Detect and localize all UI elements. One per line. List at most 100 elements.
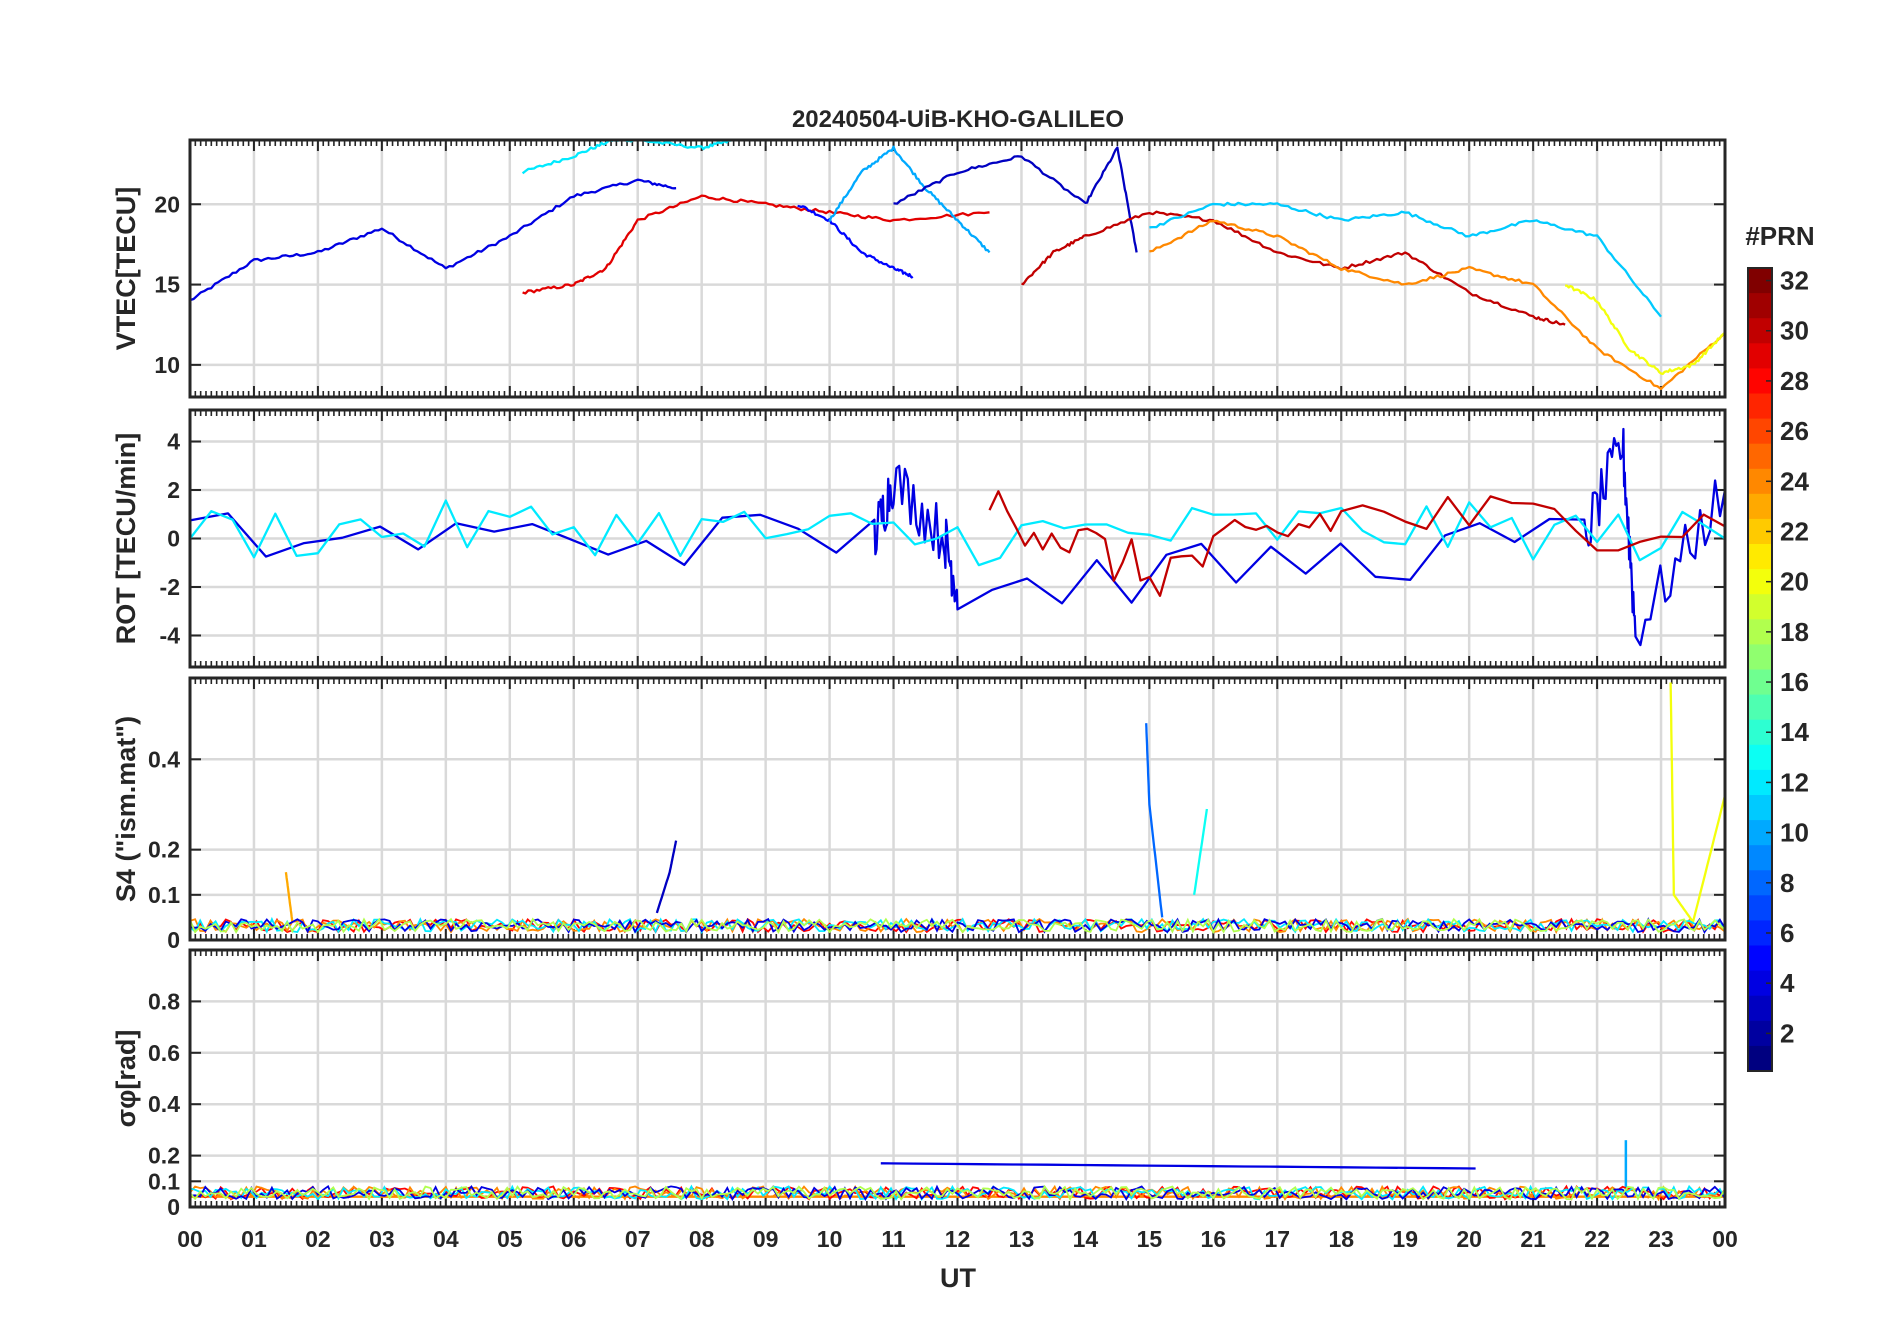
x-tick-label: 17	[1264, 1226, 1290, 1252]
chart-title: 20240504-UiB-KHO-GALILEO	[792, 106, 1124, 133]
colorbar-tick-label: 24	[1780, 466, 1809, 496]
panel-sigphi: 00.10.2 0.4 0.6 0.8 σφ[rad]	[111, 948, 1727, 1220]
axes-box	[188, 138, 1727, 399]
colorbar-swatch	[1748, 1045, 1772, 1072]
y-tick-label: -2	[160, 574, 180, 600]
colorbar-tick-label: 12	[1780, 767, 1809, 797]
colorbar-tick-label: 32	[1780, 266, 1809, 296]
x-tick-label: 19	[1392, 1226, 1418, 1252]
colorbar-tick-label: 20	[1780, 567, 1809, 597]
y-tick-label: -4	[160, 622, 181, 648]
background-trace-prn-18	[189, 1184, 1726, 1202]
x-tick-label: 03	[369, 1226, 395, 1252]
x-tick-label: 06	[561, 1226, 587, 1252]
background-trace-prn-18	[189, 917, 1726, 935]
y-tick-label: 2	[167, 477, 180, 503]
y-tick-label: 0.4	[148, 746, 180, 772]
series-group	[189, 682, 1727, 935]
x-tick-label: 07	[625, 1226, 651, 1252]
y-tick-label: 4	[167, 429, 180, 455]
colorbar-swatch	[1748, 594, 1772, 620]
x-axis-label: UT	[940, 1263, 976, 1293]
colorbar-tick-label: 6	[1780, 918, 1794, 948]
colorbar-swatch	[1748, 343, 1772, 369]
x-tick-label: 13	[1009, 1226, 1035, 1252]
colorbar-swatch	[1748, 795, 1772, 821]
x-tick-label: 20	[1456, 1226, 1482, 1252]
series-prn-11	[1149, 201, 1662, 318]
y-tick-label: 0	[167, 526, 180, 552]
x-tick-label: 08	[689, 1226, 715, 1252]
series-prn-8	[1145, 723, 1164, 918]
colorbar-frame	[1747, 267, 1773, 1072]
x-tick-label: 00	[1712, 1226, 1738, 1252]
axes-box	[188, 408, 1727, 669]
axes-box	[188, 948, 1727, 1209]
colorbar-tick-label: 10	[1780, 818, 1809, 848]
background-trace-prn-4	[189, 917, 1726, 934]
series-group	[189, 1140, 1726, 1202]
y-tick-label: 10	[154, 352, 180, 378]
x-tick-label: 16	[1201, 1226, 1227, 1252]
colorbar-tick-label: 22	[1780, 516, 1809, 546]
y-tick-label: 20	[154, 191, 180, 217]
series-prn-3	[893, 146, 1138, 253]
colorbar-swatch	[1748, 744, 1772, 771]
y-axis-label: VTEC[TECU]	[111, 187, 141, 351]
x-tick-label: 01	[241, 1226, 267, 1252]
colorbar-tick-label: 30	[1780, 316, 1809, 346]
y-tick-label: 0.4	[148, 1091, 180, 1117]
panel-vtec: 10 15 20 VTEC[TECU]	[111, 138, 1727, 399]
x-tick-label: 04	[433, 1226, 459, 1252]
colorbar-swatch	[1748, 493, 1772, 520]
colorbar-swatch	[1748, 995, 1772, 1022]
x-tick-label: 22	[1584, 1226, 1610, 1252]
x-tick-label: 18	[1328, 1226, 1354, 1252]
y-tick-label: 0.1	[148, 882, 180, 908]
colorbar-swatch	[1748, 694, 1772, 721]
colorbar-swatch	[1748, 895, 1772, 921]
axes-box	[188, 676, 1727, 942]
y-tick-label: 15	[154, 272, 180, 298]
series-prn-23	[284, 872, 294, 923]
y-tick-label: 0.1	[148, 1168, 180, 1194]
x-tick-label: 00	[177, 1226, 203, 1252]
colorbar-title: #PRN	[1745, 221, 1814, 251]
panel-s4: 0 0.1 0.2 0.4 S4 ("ism.mat")	[111, 676, 1727, 953]
colorbar-tick-label: 16	[1780, 667, 1809, 697]
series-prn-10	[828, 145, 991, 254]
y-axis-label: σφ[rad]	[111, 1030, 141, 1128]
y-tick-label: 0.6	[148, 1040, 180, 1066]
series-prn-24	[1149, 219, 1726, 391]
y-tick-label: 0	[167, 1194, 180, 1220]
background-trace-prn-4	[189, 1184, 1726, 1202]
series-group	[189, 138, 1726, 391]
colorbar-tick-label: 26	[1780, 416, 1809, 446]
series-prn-4	[189, 178, 677, 302]
series-prn-12	[189, 499, 1726, 567]
series-prn-3	[655, 840, 678, 914]
colorbar-tick-label: 8	[1780, 868, 1794, 898]
y-axis-label: S4 ("ism.mat")	[111, 716, 141, 902]
colorbar-tick-label: 28	[1780, 366, 1809, 396]
x-tick-label: 21	[1520, 1226, 1546, 1252]
series-prn-30	[1021, 210, 1566, 326]
series-prn-4	[880, 1162, 1476, 1170]
colorbar-swatch	[1748, 393, 1772, 420]
series-prn-4	[189, 427, 1727, 647]
x-tick-label: 15	[1137, 1226, 1163, 1252]
colorbar-swatch	[1748, 644, 1772, 671]
colorbar-tick-label: 4	[1780, 968, 1795, 998]
series-prn-5	[797, 204, 914, 279]
series-prn-20	[1669, 682, 1727, 924]
x-tick-label: 23	[1648, 1226, 1674, 1252]
series-group	[189, 427, 1727, 647]
x-tick-label: 14	[1073, 1226, 1099, 1252]
y-tick-label: 0.8	[148, 988, 180, 1014]
series-prn-30	[988, 490, 1726, 597]
x-tick-label: 02	[305, 1226, 331, 1252]
series-prn-13	[1192, 808, 1209, 895]
colorbar-swatch	[1748, 293, 1772, 319]
